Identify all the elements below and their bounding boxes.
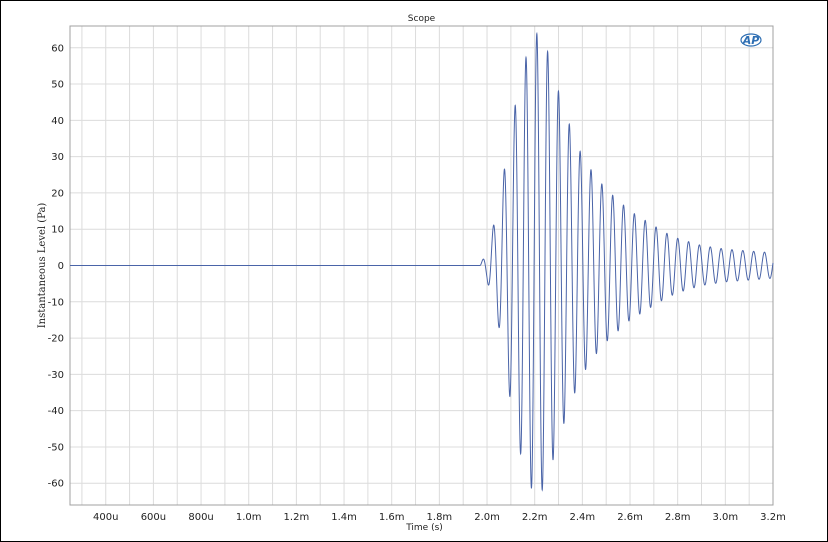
x-tick-label: 800u: [188, 512, 213, 523]
x-tick-label: 2.4m: [570, 512, 596, 523]
x-tick-label: 2.2m: [522, 512, 548, 523]
x-tick-label: 2.8m: [665, 512, 691, 523]
x-tick-label: 1.2m: [284, 512, 310, 523]
x-tick-label: 1.0m: [236, 512, 262, 523]
y-tick-label: 0: [58, 261, 64, 272]
x-tick-label: 1.6m: [379, 512, 405, 523]
x-tick-label: 2.0m: [474, 512, 500, 523]
y-tick-label: 20: [51, 188, 64, 199]
y-tick-label: 40: [51, 116, 64, 127]
series-line: [70, 31, 774, 492]
y-tick-label: -40: [48, 406, 64, 417]
x-tick-label: 3.2m: [760, 512, 786, 523]
y-axis-ticks: 60 50 40 30 20 10 0 -10 -20 -30 -40 -50 -60: [48, 43, 64, 489]
x-tick-label: 600u: [141, 512, 166, 523]
chart-title: Scope: [408, 14, 436, 24]
ap-logo-text: AP: [742, 34, 760, 47]
x-tick-label: 2.6m: [617, 512, 643, 523]
x-tick-label: 1.4m: [331, 512, 357, 523]
x-tick-label: 400u: [93, 512, 118, 523]
y-tick-label: 50: [51, 80, 64, 91]
y-tick-label: -30: [48, 370, 64, 381]
y-tick-label: -20: [48, 334, 64, 345]
ap-logo-ring: [740, 33, 762, 47]
y-tick-label: -50: [48, 442, 64, 453]
ap-logo: AP: [740, 33, 762, 47]
x-tick-label: 3.0m: [713, 512, 739, 523]
x-tick-label: 1.8m: [427, 512, 453, 523]
x-axis-label: Time (s): [405, 523, 443, 533]
y-tick-label: 30: [51, 152, 64, 163]
y-tick-label: 10: [51, 225, 64, 236]
y-tick-label: -60: [48, 479, 64, 490]
y-tick-label: -10: [48, 297, 64, 308]
y-axis-label: Instantaneous Level (Pa): [37, 203, 48, 329]
y-tick-label: 60: [51, 43, 64, 54]
x-axis-ticks: 400u 600u 800u 1.0m 1.2m 1.4m 1.6m 1.8m 2.0m 2.2m…: [93, 512, 786, 523]
